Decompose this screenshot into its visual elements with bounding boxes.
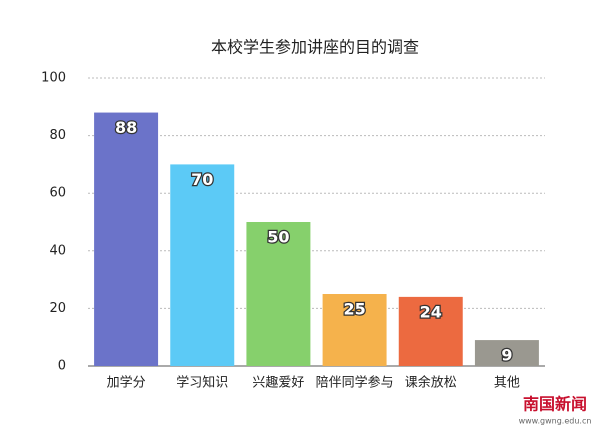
x-tick-label: 学习知识: [176, 375, 228, 391]
chart-title: 本校学生参加讲座的目的调查: [211, 38, 419, 57]
bar: [246, 222, 311, 366]
value-label: 25: [343, 300, 365, 319]
x-tick-label: 兴趣爱好: [252, 376, 304, 391]
x-tick-label: 陪伴同学参与: [316, 375, 394, 391]
y-tick-label: 20: [49, 301, 66, 316]
y-tick-label: 40: [49, 243, 66, 258]
value-label: 24: [420, 302, 442, 321]
x-tick-label: 加学分: [107, 375, 146, 391]
value-label: 50: [267, 228, 289, 247]
value-label: 70: [191, 170, 213, 189]
y-tick-label: 0: [58, 359, 66, 374]
bar: [398, 296, 463, 366]
bar: [474, 340, 539, 366]
value-label: 9: [501, 346, 512, 365]
x-tick-label: 其他: [494, 376, 520, 391]
bar: [322, 294, 387, 366]
bar: [170, 164, 235, 366]
bar: [94, 112, 159, 366]
y-tick-label: 100: [41, 71, 66, 86]
watermark-name: 南国新闻: [523, 395, 587, 414]
y-tick-label: 80: [49, 128, 66, 143]
y-tick-label: 60: [49, 186, 66, 201]
x-tick-label: 课余放松: [405, 375, 457, 391]
value-label: 88: [115, 118, 137, 137]
watermark-url: www.gwng.edu.cn: [519, 417, 592, 426]
